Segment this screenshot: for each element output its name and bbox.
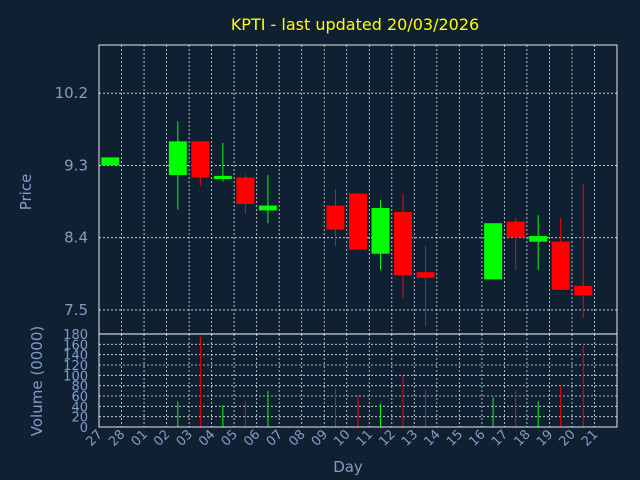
volume-tick-label: 160: [63, 338, 88, 353]
x-tick-label: 12: [376, 427, 398, 449]
volume-tick-label: 100: [63, 369, 88, 384]
volume-tick-label: 0: [80, 421, 88, 436]
price-tick-label: 7.5: [64, 301, 88, 319]
candle-body: [101, 157, 120, 166]
candle-body: [394, 211, 413, 276]
volume-tick-label: 120: [63, 359, 88, 374]
volume-bars-layer: [177, 336, 584, 427]
x-tick-label: 13: [399, 427, 421, 449]
price-grid: [99, 45, 617, 334]
candle-body: [506, 221, 525, 238]
candle-body: [213, 175, 232, 180]
x-tick-label: 08: [286, 427, 308, 449]
x-tick-label: 11: [354, 427, 376, 449]
volume-axis-label: Volume (0000): [28, 326, 46, 436]
x-tick-label: 05: [219, 427, 241, 449]
candle-body: [258, 205, 277, 211]
x-axis-label: Day: [333, 458, 363, 476]
x-tick-label: 28: [106, 427, 128, 449]
x-tick-label: 21: [579, 427, 601, 449]
candle-body: [574, 285, 593, 296]
x-tick-label: 20: [556, 427, 578, 449]
candle-body: [191, 141, 210, 178]
price-panel-frame: [98, 44, 618, 335]
volume-tick-label: 20: [71, 411, 88, 426]
x-tick-label: 06: [241, 427, 263, 449]
volume-tick-label: 60: [71, 390, 88, 405]
volume-tick-label: 80: [71, 380, 88, 395]
x-tick-label: 14: [421, 427, 443, 449]
price-tick-labels: 7.5 8.4 9.3 10.2: [55, 84, 88, 319]
candle-body: [371, 207, 390, 254]
candle-body: [551, 241, 570, 290]
x-tick-label: 18: [511, 427, 533, 449]
x-tick-label: 10: [331, 427, 353, 449]
price-axis-label: Price: [17, 174, 35, 211]
volume-tick-label: 40: [71, 400, 88, 415]
x-tick-label: 16: [466, 427, 488, 449]
x-tick-label: 15: [444, 427, 466, 449]
x-tick-labels: 27 28 01 02 03 04 05 06 07 08 09 10 11 12 13 14 15 16 17 18…: [84, 427, 602, 449]
x-tick-label: 02: [151, 427, 173, 449]
candle-body: [416, 272, 435, 278]
volume-tick-label: 180: [63, 328, 88, 343]
x-tick-label: 07: [264, 427, 286, 449]
x-tick-label: 09: [309, 427, 331, 449]
candle-body: [349, 193, 367, 250]
x-tick-label: 01: [129, 427, 151, 449]
candle-body: [236, 177, 255, 204]
chart-title: KPTI - last updated 20/03/2026: [231, 15, 479, 34]
x-tick-label: 17: [489, 427, 511, 449]
candle-body: [326, 205, 345, 230]
price-tick-label: 8.4: [64, 229, 88, 247]
candles-layer: [101, 121, 593, 326]
price-tick-label: 10.2: [55, 84, 88, 102]
candle-body: [529, 236, 548, 242]
volume-tick-label: 140: [63, 349, 88, 364]
x-tick-label: 03: [174, 427, 196, 449]
candle-body: [168, 141, 187, 176]
x-tick-label: 04: [196, 427, 218, 449]
price-tick-label: 9.3: [64, 156, 88, 174]
volume-panel-frame: [98, 333, 618, 428]
x-tick-label: 19: [534, 427, 556, 449]
candle-body: [484, 223, 503, 280]
volume-grid: [99, 334, 617, 427]
